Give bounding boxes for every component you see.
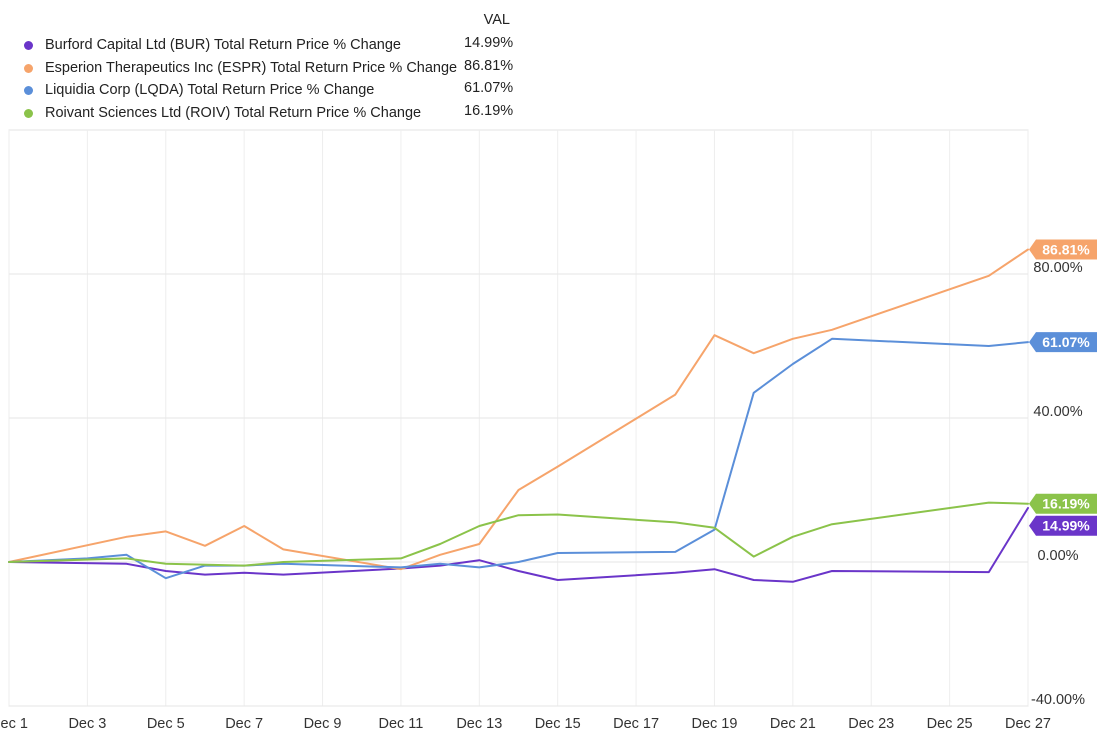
legend-dot-bur [24, 40, 33, 50]
end-label-text-espr: 86.81% [1042, 241, 1090, 257]
end-label-bur: 14.99% [1029, 515, 1097, 536]
end-label-box-lqda [1029, 332, 1097, 353]
legend-item-roiv[interactable]: Roivant Sciences Ltd (ROIV) Total Return… [24, 103, 421, 123]
legend-label-espr: Esperion Therapeutics Inc (ESPR) Total R… [45, 60, 458, 76]
end-label-lqda: 61.07% [1029, 332, 1097, 353]
x-tick-label: Dec 17 [613, 716, 659, 732]
legend-item-bur[interactable]: Burford Capital Ltd (BUR) Total Return P… [24, 35, 401, 55]
y-tick-label: -40.00% [1031, 692, 1085, 708]
legend-label-lqda: Liquidia Corp (LQDA) Total Return Price … [45, 82, 375, 98]
series-line-espr [8, 248, 1029, 571]
legend-value-lqda: 61.07% [464, 80, 514, 96]
legend-value-header: VAL [483, 12, 510, 28]
end-label-box-roiv [1029, 493, 1097, 514]
x-tick-label: Dec 19 [691, 716, 737, 732]
x-tick-label: Dec 3 [68, 716, 106, 732]
chart-legend: VAL Burford Capital Ltd (BUR) Total Retu… [0, 0, 1110, 130]
legend-dot-roiv [24, 108, 33, 118]
series-line-roiv [8, 501, 1029, 567]
legend-dot-lqda [24, 85, 33, 95]
end-label-text-roiv: 16.19% [1042, 496, 1090, 512]
x-tick-label: Dec 15 [535, 716, 581, 732]
y-tick-label: 0.00% [1037, 548, 1078, 564]
end-label-text-lqda: 61.07% [1042, 334, 1090, 350]
series-line-lqda [8, 337, 1029, 580]
legend-value-espr: 86.81% [464, 58, 514, 74]
x-tick-label: Dec 9 [304, 716, 342, 732]
x-tick-label: Dec 27 [1005, 716, 1051, 732]
legend-item-lqda[interactable]: Liquidia Corp (LQDA) Total Return Price … [24, 80, 374, 100]
x-tick-label: Dec 13 [456, 716, 502, 732]
legend-label-roiv: Roivant Sciences Ltd (ROIV) Total Return… [45, 105, 422, 121]
legend-value-roiv: 16.19% [464, 103, 514, 119]
end-label-box-bur [1029, 515, 1097, 536]
x-tick-label: Dec 23 [848, 716, 894, 732]
x-tick-label: Dec 25 [927, 716, 973, 732]
x-tick-label: Dec 1 [0, 716, 28, 732]
end-label-text-bur: 14.99% [1042, 518, 1090, 534]
legend-value-bur: 14.99% [464, 35, 514, 51]
end-label-box-espr [1029, 239, 1097, 260]
y-tick-label: 80.00% [1033, 260, 1082, 276]
x-tick-label: Dec 11 [378, 716, 423, 732]
y-tick-label: 40.00% [1033, 404, 1082, 420]
x-tick-label: Dec 5 [147, 716, 185, 732]
end-label-espr: 86.81% [1029, 239, 1097, 260]
legend-item-espr[interactable]: Esperion Therapeutics Inc (ESPR) Total R… [24, 58, 457, 78]
legend-label-bur: Burford Capital Ltd (BUR) Total Return P… [45, 37, 401, 53]
x-tick-label: Dec 21 [770, 716, 816, 732]
end-label-roiv: 16.19% [1029, 493, 1097, 514]
legend-dot-espr [24, 63, 33, 73]
x-tick-label: Dec 7 [225, 716, 263, 732]
